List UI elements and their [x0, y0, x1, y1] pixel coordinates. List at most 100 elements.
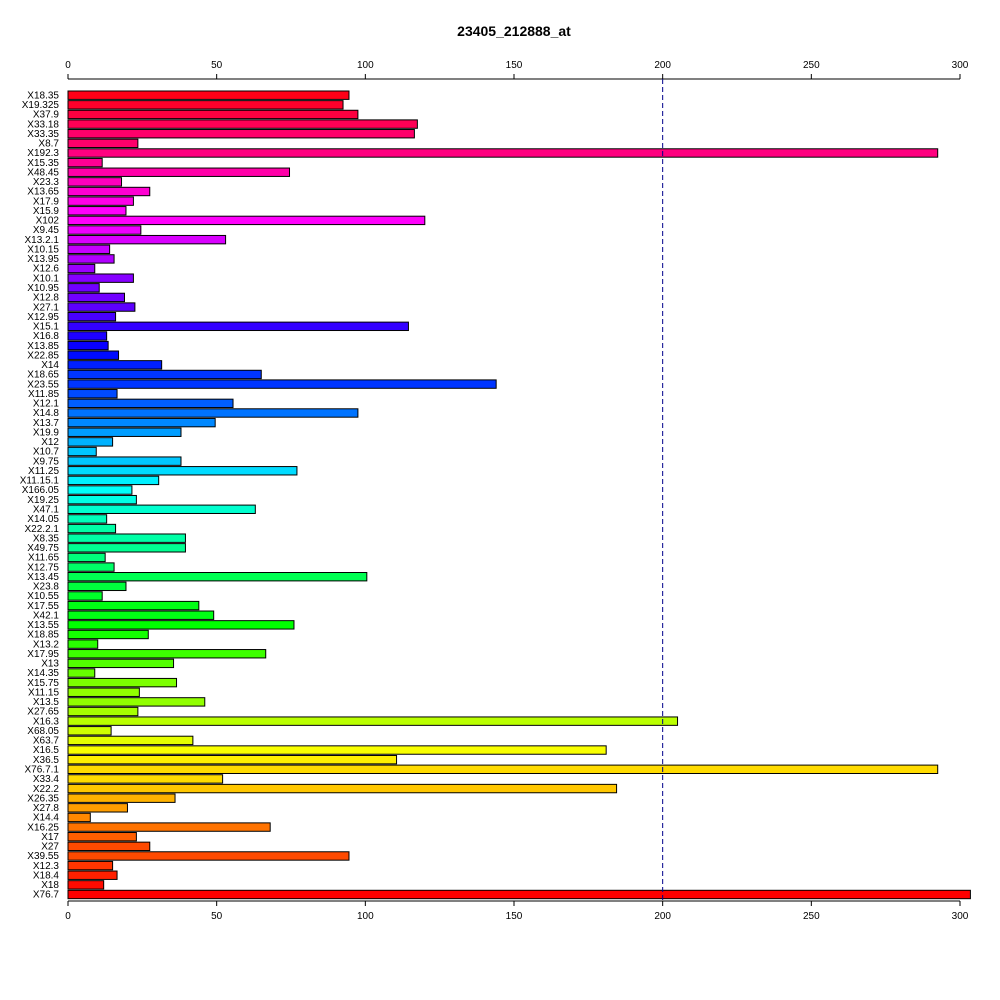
category-label: X17.9 [33, 196, 60, 207]
bar [67, 369, 262, 380]
bar [67, 417, 216, 428]
bar [67, 716, 679, 726]
category-label: X15.1 [33, 322, 60, 333]
category-label: X18.35 [27, 90, 59, 101]
category-label: X8.35 [33, 533, 60, 544]
category-label: X18.4 [33, 870, 60, 881]
category-label: X23.3 [33, 177, 60, 188]
bar [67, 562, 115, 572]
bar [67, 100, 344, 110]
bar [67, 109, 359, 120]
category-label: X11.15 [28, 687, 59, 698]
x-axis-bottom: 0 50 100 150 200 250 300 [65, 900, 969, 922]
bar [67, 331, 108, 341]
category-label: X14 [41, 360, 59, 371]
bar [67, 321, 409, 332]
bar [67, 389, 118, 399]
bar [67, 446, 97, 457]
category-label: X17.95 [27, 649, 59, 660]
category-labels: X18.35X19.325X37.9X33.18X33.35X8.7X192.3… [20, 90, 60, 900]
tick-label: 0 [65, 60, 71, 71]
category-label: X18.85 [27, 630, 59, 641]
bar [67, 620, 295, 630]
category-label: X13.65 [27, 187, 59, 198]
category-label: X192.3 [27, 148, 59, 159]
category-label: X14.05 [27, 514, 59, 525]
category-label: X18.65 [27, 370, 59, 381]
tick-label: 150 [506, 60, 523, 71]
bar [67, 494, 137, 505]
bar [67, 157, 103, 168]
bar [67, 581, 127, 592]
bar [67, 639, 99, 649]
category-label: X27 [41, 842, 59, 853]
category-label: X17 [41, 832, 59, 843]
bar [67, 514, 108, 524]
bar [67, 186, 151, 197]
bar [67, 206, 127, 216]
bar [67, 138, 139, 149]
category-label: X27.65 [27, 707, 59, 718]
bar [67, 870, 118, 880]
category-label: X36.5 [33, 755, 60, 766]
category-label: X18 [41, 880, 59, 891]
tick-label: 150 [506, 911, 523, 922]
bar [67, 687, 140, 697]
tick-label: 250 [803, 911, 820, 922]
bar [67, 658, 175, 669]
bar [67, 591, 103, 601]
category-label: X14.35 [27, 668, 59, 679]
bar [67, 485, 133, 495]
bar [67, 408, 359, 418]
bar [67, 225, 142, 235]
category-label: X27.1 [33, 302, 60, 313]
category-label: X68.05 [27, 726, 59, 737]
category-label: X15.75 [27, 678, 59, 689]
category-label: X10.95 [27, 283, 59, 294]
category-label: X19.9 [33, 427, 60, 438]
tick-label: 200 [654, 60, 671, 71]
category-label: X11.65 [28, 553, 59, 564]
bar [67, 244, 111, 254]
tick-label: 50 [211, 911, 223, 922]
category-label: X13 [41, 659, 59, 670]
bar [67, 812, 91, 823]
category-label: X12.75 [27, 562, 59, 573]
category-label: X13.55 [27, 620, 59, 631]
category-label: X14.4 [33, 813, 60, 824]
category-label: X9.75 [33, 456, 60, 467]
bar [67, 803, 128, 813]
category-label: X63.7 [33, 736, 60, 747]
category-label: X10.1 [33, 273, 60, 284]
category-label: X10.55 [27, 591, 59, 602]
category-label: X15.35 [27, 158, 59, 169]
bar [67, 533, 186, 543]
bar [67, 466, 298, 476]
category-label: X11.15.1 [20, 476, 60, 487]
category-label: X47.1 [33, 504, 60, 515]
category-label: X102 [36, 216, 60, 227]
category-label: X76.7.1 [25, 765, 60, 776]
category-label: X16.5 [33, 745, 60, 756]
bar [67, 437, 114, 447]
category-label: X12.3 [33, 861, 60, 872]
category-label: X22.2.1 [25, 524, 60, 535]
category-label: X10.15 [27, 244, 59, 255]
bar [67, 475, 160, 486]
category-label: X12.1 [33, 399, 60, 410]
bar [67, 889, 971, 900]
bar [67, 456, 182, 466]
category-label: X27.8 [33, 803, 60, 814]
bar [67, 793, 176, 803]
bar [67, 697, 206, 707]
bar [67, 360, 163, 370]
bar [67, 774, 224, 784]
category-label: X11.25 [28, 466, 59, 477]
bar [67, 822, 271, 832]
tick-label: 300 [952, 60, 969, 71]
bar [67, 263, 96, 274]
category-label: X33.18 [27, 119, 59, 130]
category-label: X37.9 [33, 110, 60, 121]
bar [67, 311, 117, 322]
